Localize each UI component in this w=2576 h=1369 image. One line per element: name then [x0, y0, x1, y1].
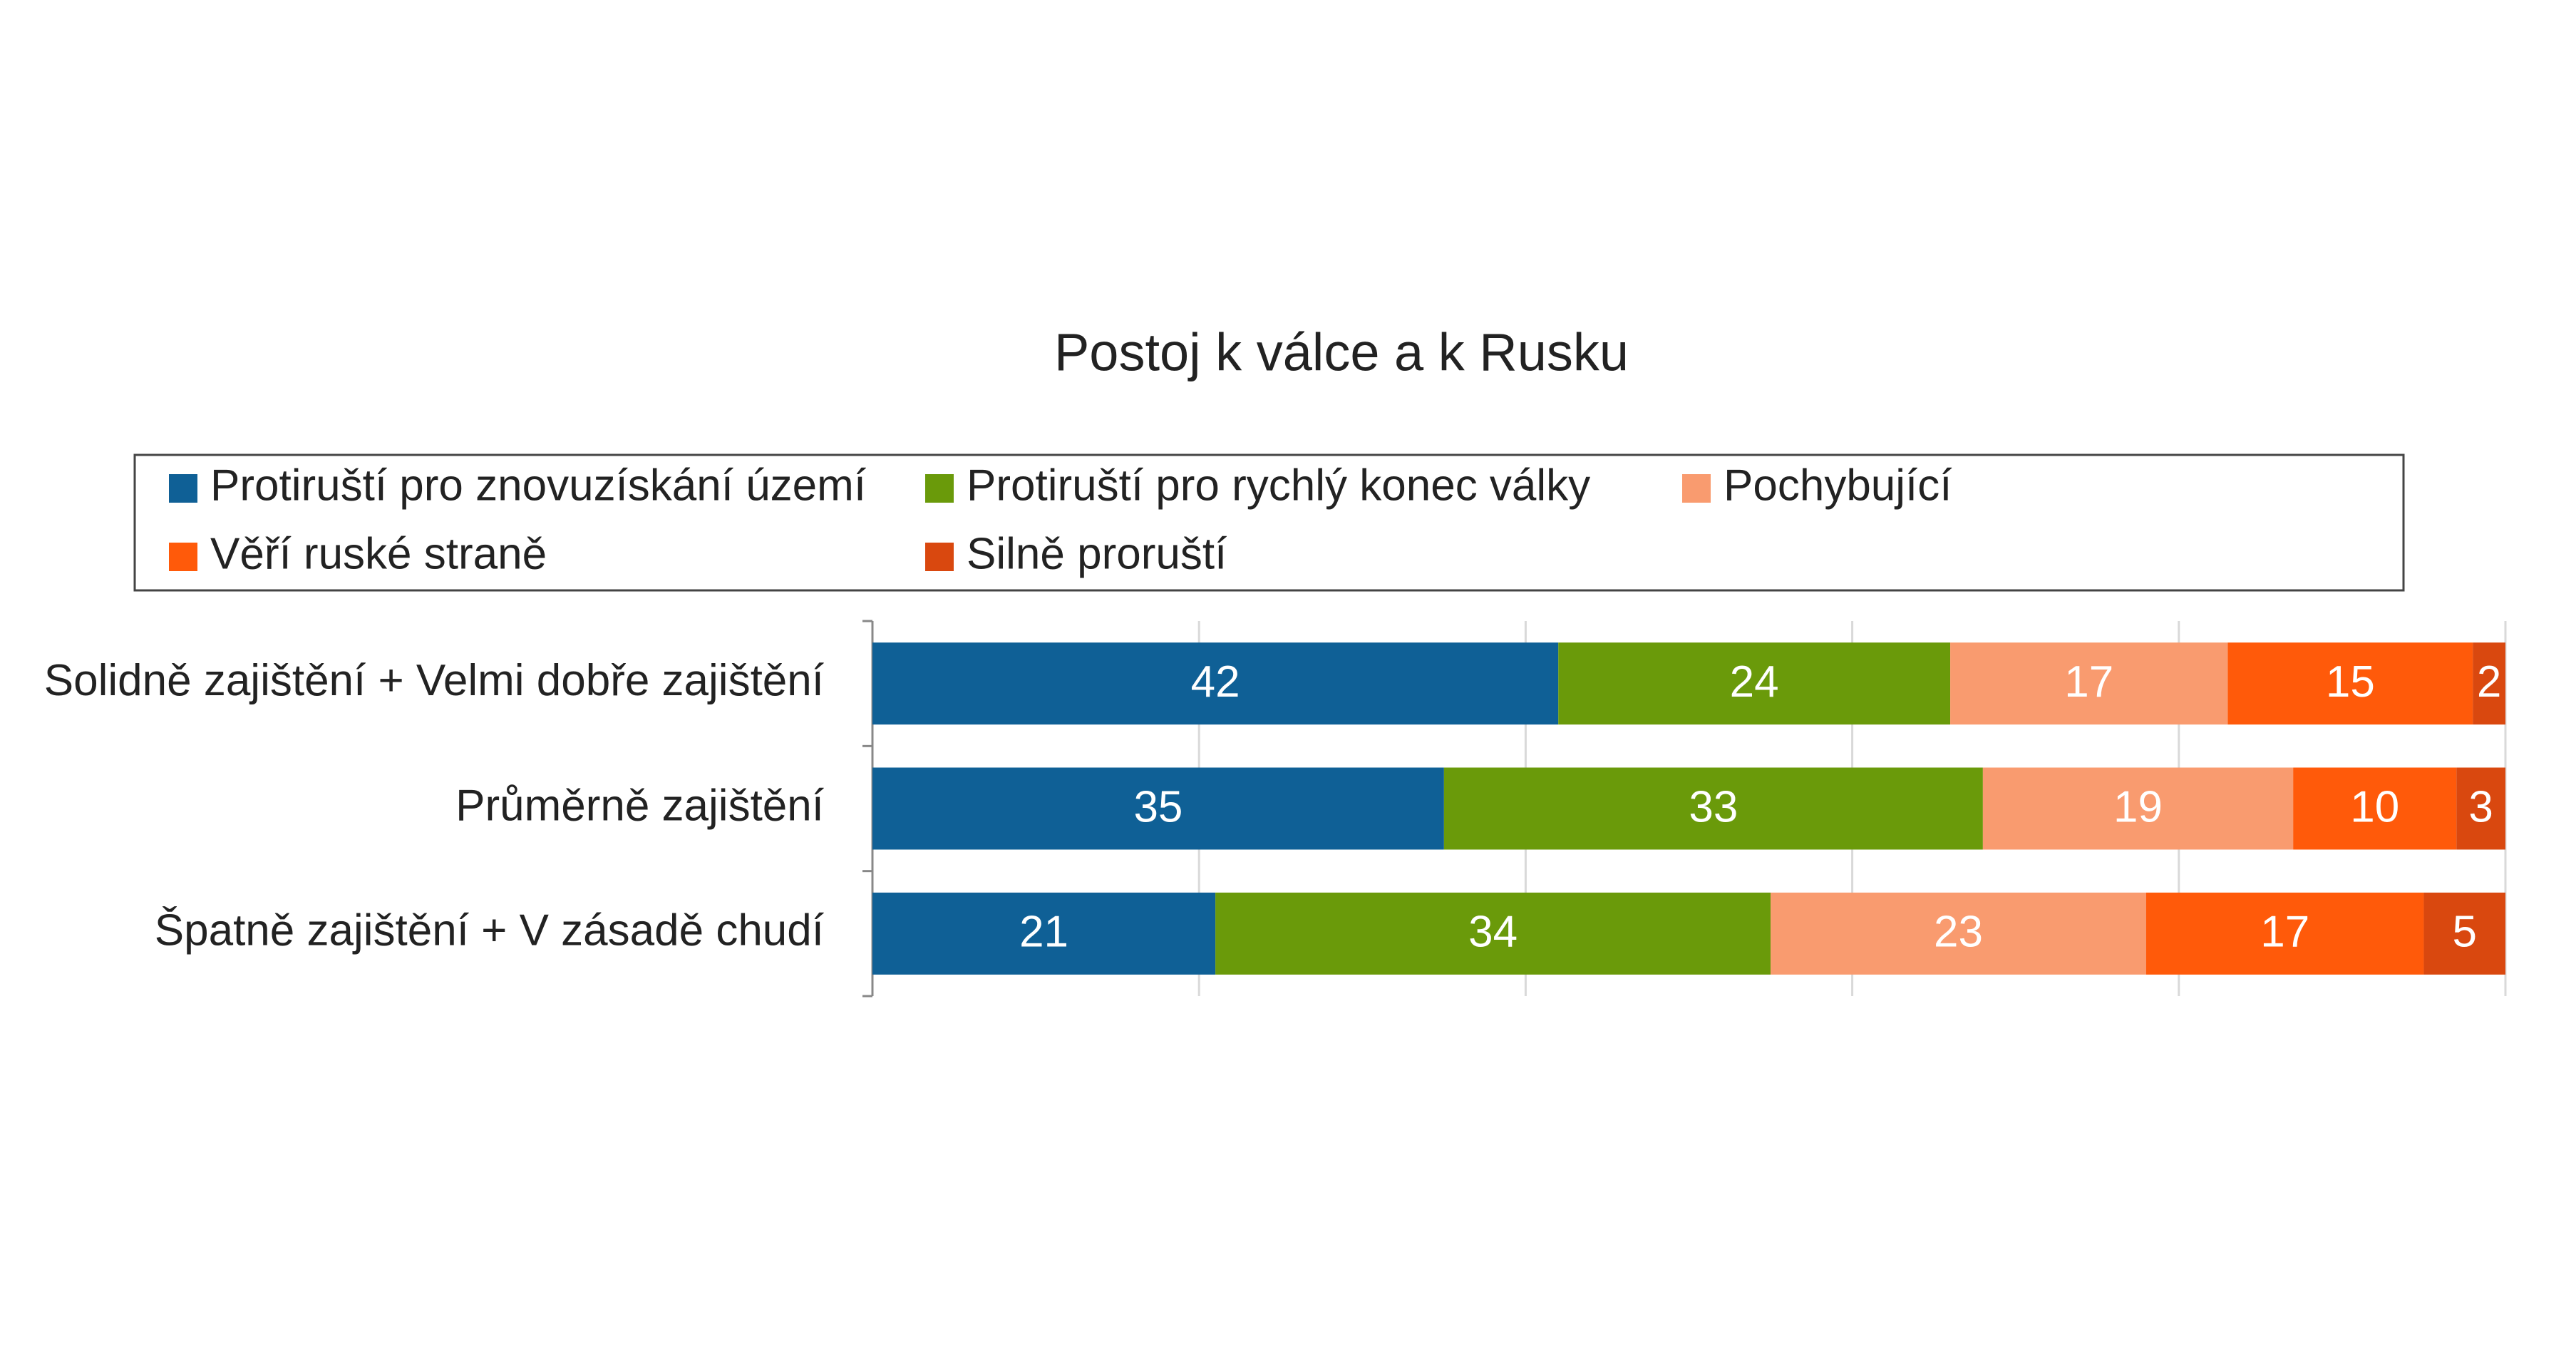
bar-segment — [2145, 892, 2424, 975]
data-label: 10 — [2350, 782, 2399, 831]
bar-segment — [2473, 642, 2505, 725]
legend-label: Protiruští pro rychlý konec války — [967, 461, 1590, 510]
legend-label: Protiruští pro znovuzískání území — [210, 461, 866, 510]
legend-swatch — [925, 474, 954, 503]
data-label: 17 — [2260, 908, 2309, 957]
bar-segment — [1443, 767, 1983, 850]
data-label: 23 — [1934, 908, 1983, 957]
data-label: 5 — [2452, 908, 2476, 957]
bar-segment — [1215, 892, 1771, 975]
data-label: 17 — [2064, 657, 2113, 707]
bar-segment — [1982, 767, 2294, 850]
bar-segment — [2423, 892, 2505, 975]
legend-box — [133, 453, 2405, 592]
legend-swatch — [169, 474, 197, 503]
bar-segment — [872, 892, 1216, 975]
bar-segment — [872, 767, 1444, 850]
legend-swatch — [1682, 474, 1711, 503]
data-label: 2 — [2477, 657, 2501, 707]
legend-swatch — [925, 543, 954, 571]
chart-title: Postoj k válce a k Rusku — [1054, 323, 1629, 382]
data-label: 24 — [1730, 657, 1779, 707]
data-label: 21 — [1019, 908, 1068, 957]
data-label: 15 — [2326, 657, 2375, 707]
data-label: 33 — [1689, 782, 1738, 831]
legend-swatch — [169, 543, 197, 571]
data-label: 35 — [1133, 782, 1183, 831]
bar-segment — [2293, 767, 2457, 850]
bar-segment — [1558, 642, 1951, 725]
bar-segment — [1771, 892, 2146, 975]
legend-label: Silně proruští — [967, 529, 1227, 578]
data-label: 3 — [2468, 782, 2493, 831]
y-tick-label: Solidně zajištění + Velmi dobře zajištěn… — [44, 656, 824, 705]
y-tick-label: Průměrně zajištění — [455, 781, 824, 830]
bar-segment — [2456, 767, 2505, 850]
data-label: 19 — [2113, 782, 2163, 831]
data-label: 34 — [1468, 908, 1518, 957]
bar-segment — [1950, 642, 2228, 725]
legend-label: Věří ruské straně — [210, 529, 547, 578]
legend-label: Pochybující — [1724, 461, 1952, 510]
bar-segment — [2227, 642, 2473, 725]
y-tick-label: Špatně zajištění + V zásadě chudí — [155, 906, 824, 955]
data-label: 42 — [1191, 657, 1240, 707]
bar-segment — [872, 642, 1559, 725]
